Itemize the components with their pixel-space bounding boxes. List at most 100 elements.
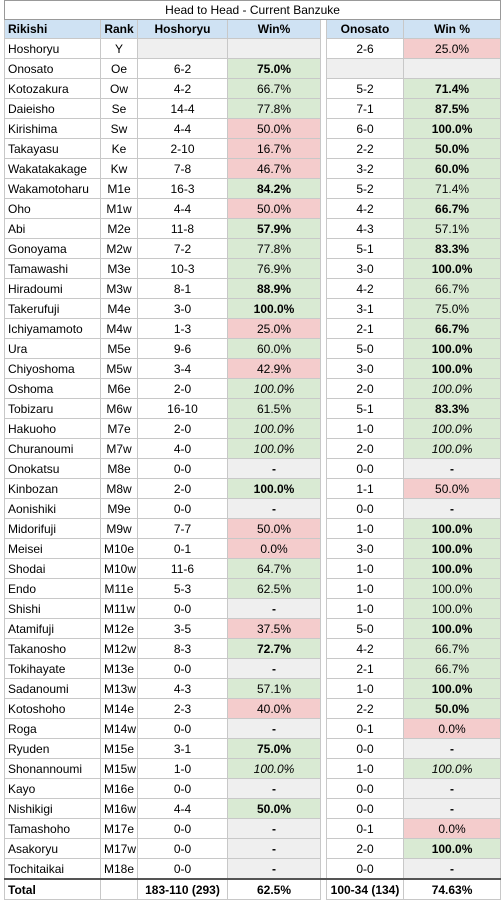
record-cell: 8-3: [137, 638, 228, 659]
record-cell: 10-3: [137, 258, 228, 279]
rank: Y: [100, 38, 138, 59]
win-cell: [227, 38, 321, 59]
rikishi-row: Kayo M16e 0-0-0-0-: [4, 778, 502, 799]
record-cell: 9-6: [137, 338, 228, 359]
rank: M15e: [100, 738, 138, 759]
record-cell: 7-8: [137, 158, 228, 179]
header-cell: Rikishi: [4, 19, 101, 39]
rikishi-row: Aonishiki M9e 0-0-0-0-: [4, 498, 502, 519]
rank: M13e: [100, 658, 138, 679]
rikishi-name: Aonishiki: [4, 498, 101, 519]
rikishi-row: Nishikigi M16w 4-4 50.0% 0-0-: [4, 798, 502, 819]
rikishi-name: Sadanoumi: [4, 678, 101, 699]
win-cell: 100.0%: [402, 378, 502, 399]
record-cell: 5-0: [326, 618, 404, 639]
rikishi-name: Tochitaikai: [4, 858, 101, 880]
win-cell: 50.0%: [227, 198, 321, 219]
win-cell: 100.0%: [227, 438, 321, 459]
win-cell: -: [227, 838, 321, 859]
record-cell: 4-3: [137, 678, 228, 699]
win-cell: 100.0%: [402, 578, 502, 599]
rikishi-name: Abi: [4, 218, 101, 239]
win-cell: -: [402, 498, 502, 519]
record-cell: 5-1: [326, 238, 404, 259]
rank: M9w: [100, 518, 138, 539]
rikishi-row: Asakoryu M17w 0-0-2-0 100.0%: [4, 838, 502, 859]
rank: M2e: [100, 218, 138, 239]
win-cell: 100.0%: [227, 298, 321, 319]
rikishi-row: Oho M1w 4-4 50.0% 4-2 66.7%: [4, 198, 502, 219]
record-cell: 1-0: [326, 578, 404, 599]
record-cell: 0-0: [137, 778, 228, 799]
record-cell: 5-0: [326, 338, 404, 359]
win-cell: -: [227, 778, 321, 799]
rikishi-name: Onosato: [4, 58, 101, 79]
win-cell: 72.7%: [227, 638, 321, 659]
rikishi-name: Roga: [4, 718, 101, 739]
record-cell: 14-4: [137, 98, 228, 119]
win-cell: 66.7%: [402, 318, 502, 339]
win-cell: 83.3%: [402, 398, 502, 419]
rikishi-row: Onosato Oe 6-2 75.0%: [4, 58, 502, 79]
rikishi-row: Endo M11e 5-3 62.5% 1-0 100.0%: [4, 578, 502, 599]
record-cell: 4-2: [137, 78, 228, 99]
win-cell: 100.0%: [227, 478, 321, 499]
rikishi-name: Kotoshoho: [4, 698, 101, 719]
rikishi-row: Tamawashi M3e 10-3 76.9% 3-0 100.0%: [4, 258, 502, 279]
win-cell: 50.0%: [402, 698, 502, 719]
rank: Kw: [100, 158, 138, 179]
record-cell: 2-0: [137, 378, 228, 399]
rank: Oe: [100, 58, 138, 79]
win-cell: 57.1%: [227, 678, 321, 699]
win-cell: 61.5%: [227, 398, 321, 419]
win-cell: 25.0%: [227, 318, 321, 339]
record-cell: 5-1: [326, 398, 404, 419]
win-cell: 100.0%: [402, 338, 502, 359]
win-cell: -: [402, 458, 502, 479]
record-cell: 3-1: [137, 738, 228, 759]
record-cell: 2-2: [326, 138, 404, 159]
record-cell: 4-2: [326, 638, 404, 659]
record-cell: 2-0: [326, 378, 404, 399]
rikishi-name: Takerufuji: [4, 298, 101, 319]
win-cell: 76.9%: [227, 258, 321, 279]
header-cell: Win %: [402, 19, 502, 39]
rikishi-name: Tamawashi: [4, 258, 101, 279]
rank: M14e: [100, 698, 138, 719]
rikishi-name: Ura: [4, 338, 101, 359]
rikishi-name: Chiyoshoma: [4, 358, 101, 379]
win-cell: -: [402, 778, 502, 799]
record-cell: 3-1: [326, 298, 404, 319]
rank: M7e: [100, 418, 138, 439]
win-cell: 50.0%: [227, 518, 321, 539]
record-cell: 7-7: [137, 518, 228, 539]
win-cell: 100.0%: [227, 758, 321, 779]
record-cell: 0-1: [137, 538, 228, 559]
record-cell: 4-4: [137, 118, 228, 139]
record-cell: 8-1: [137, 278, 228, 299]
rikishi-row: Onokatsu M8e 0-0-0-0-: [4, 458, 502, 479]
record-cell: 0-0: [137, 598, 228, 619]
record-cell: 2-0: [137, 418, 228, 439]
rank: M1w: [100, 198, 138, 219]
win-cell: 66.7%: [227, 78, 321, 99]
rikishi-row: Tokihayate M13e 0-0-2-1 66.7%: [4, 658, 502, 679]
win-cell: 66.7%: [402, 658, 502, 679]
rikishi-row: Ichiyamamoto M4w 1-3 25.0% 2-1 66.7%: [4, 318, 502, 339]
record-cell: 1-0: [326, 518, 404, 539]
win-cell: 0.0%: [402, 818, 502, 839]
win-cell: 46.7%: [227, 158, 321, 179]
win-cell: 66.7%: [402, 198, 502, 219]
rikishi-row: Kirishima Sw 4-4 50.0% 6-0 100.0%: [4, 118, 502, 139]
win-cell: 100.0%: [402, 558, 502, 579]
rikishi-name: Wakatakakage: [4, 158, 101, 179]
rikishi-row: Hakuoho M7e 2-0 100.0% 1-0 100.0%: [4, 418, 502, 439]
rikishi-name: Shishi: [4, 598, 101, 619]
win-cell: 71.4%: [402, 78, 502, 99]
record-cell: 6-2: [137, 58, 228, 79]
win-cell: 50.0%: [402, 138, 502, 159]
record-cell: 2-10: [137, 138, 228, 159]
record-cell: 0-0: [137, 498, 228, 519]
rank: M6e: [100, 378, 138, 399]
